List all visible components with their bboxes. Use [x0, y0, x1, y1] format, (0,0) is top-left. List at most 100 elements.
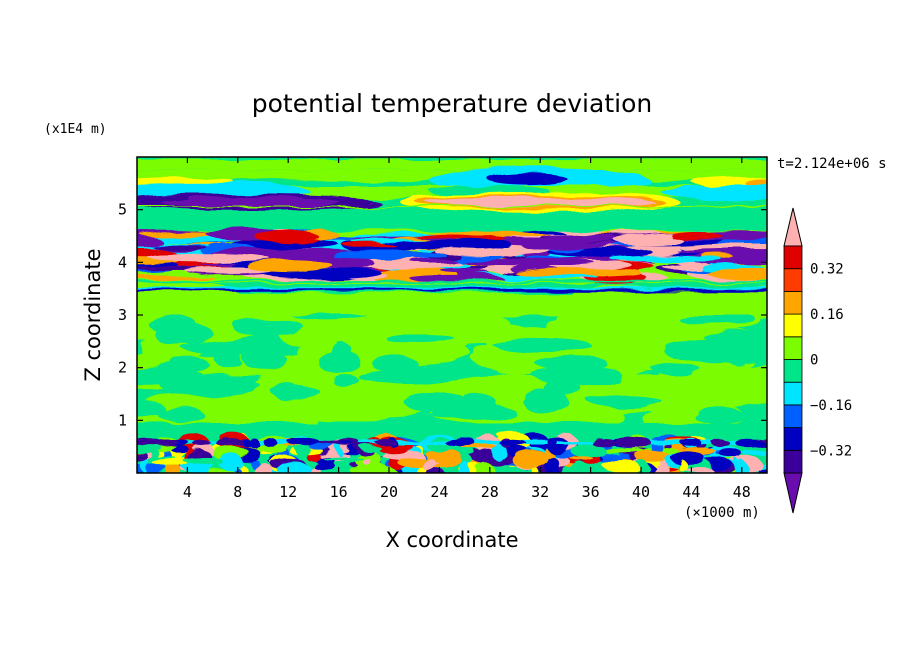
contour-patch: [411, 259, 458, 265]
contour-patch: [375, 440, 397, 445]
x-tick-label: 40: [632, 483, 650, 501]
x-tick-label: 12: [279, 483, 297, 501]
contour-patch: [409, 274, 504, 282]
contour-patch: [736, 460, 748, 473]
contour-patch: [664, 340, 762, 362]
contour-patch: [719, 448, 742, 459]
contour-patch: [312, 461, 336, 470]
contour-patch: [140, 459, 148, 469]
contour-patch: [243, 352, 288, 370]
contour-patch: [360, 445, 382, 451]
contour-patch: [298, 437, 320, 448]
colorbar-bin: [783, 245, 803, 270]
colorbar-bin: [783, 268, 803, 292]
colorbar-tick-label: −0.32: [810, 443, 852, 459]
contour-patch: [545, 457, 561, 473]
contour-patch: [331, 249, 446, 260]
contour-patch: [677, 248, 767, 254]
x-tick-label: 44: [682, 483, 700, 501]
contour-patch: [678, 312, 756, 325]
contour-patch: [492, 443, 507, 462]
contour-patch: [137, 236, 163, 248]
contour-patch: [271, 384, 321, 400]
contour-patch: [634, 450, 671, 462]
contour-patch: [460, 461, 471, 473]
contour-patch: [670, 451, 705, 465]
contour-patch: [386, 333, 455, 345]
contour-patch: [684, 467, 714, 473]
contour-patch: [323, 440, 346, 445]
colorbar-bin: [783, 404, 803, 428]
contour-patch: [171, 377, 227, 392]
contour-band: [137, 280, 767, 283]
contour-patch: [602, 458, 639, 472]
contour-patch: [679, 439, 702, 446]
contour-patch: [521, 239, 595, 250]
contour-patch: [317, 350, 362, 373]
contour-patch: [422, 456, 436, 472]
contour-patch: [339, 440, 354, 445]
contour-patch: [151, 457, 189, 467]
contour-patch: [137, 399, 165, 418]
contour-band: [137, 288, 767, 292]
contour-patch: [541, 233, 615, 240]
contour-patch: [246, 258, 333, 273]
contour-patch: [254, 230, 319, 243]
y-unit-label: (x1E4 m): [44, 122, 107, 137]
x-axis-label: X coordinate: [385, 528, 518, 552]
contour-patch: [248, 437, 259, 448]
contour-patch: [155, 322, 189, 346]
contour-patch: [147, 252, 270, 263]
colorbar-tick-label: 0.16: [810, 307, 844, 323]
contour-patch: [358, 371, 456, 383]
contour-patch: [157, 407, 204, 423]
contour-patch: [154, 362, 183, 385]
contour-patch: [145, 438, 164, 447]
colorbar-bin: [783, 427, 803, 451]
contour-patch: [444, 439, 470, 446]
contour-patch: [461, 393, 498, 417]
contour-patch: [634, 384, 740, 416]
contour-patch: [137, 274, 215, 280]
y-tick-label: 3: [118, 306, 127, 324]
contour-band: [137, 292, 767, 315]
y-tick-label: 5: [118, 201, 127, 219]
contour-band: [137, 287, 767, 289]
contour-patch: [487, 173, 568, 186]
contour-patch: [718, 440, 730, 445]
contour-patch: [609, 255, 722, 262]
contour-patch: [322, 456, 364, 461]
contour-patch: [277, 461, 312, 473]
contour-patch: [331, 373, 359, 387]
x-tick-label: 48: [733, 483, 751, 501]
colorbar: 0.32 0.16 0 −0.16 −0.32: [783, 207, 852, 514]
contour-patch: [182, 341, 238, 355]
contour-patch: [192, 439, 211, 446]
contour-patch: [708, 269, 767, 280]
contour-patch: [615, 438, 644, 447]
contour-patch: [501, 232, 551, 237]
contour-band: [137, 158, 767, 171]
x-tick-label: 28: [481, 483, 499, 501]
contour-patch: [342, 243, 396, 248]
colorbar-bin: [783, 313, 803, 338]
contour-patch: [153, 244, 209, 251]
contour-patch: [591, 437, 607, 448]
y-tick-label: 2: [118, 359, 127, 377]
contour-patch: [614, 234, 683, 246]
contour-patch: [254, 463, 274, 473]
contour-patch: [547, 437, 557, 448]
contour-patch: [661, 184, 767, 201]
colorbar-tick-label: −0.16: [810, 398, 852, 414]
colorbar-bin: [783, 290, 803, 315]
colorbar-bin: [783, 336, 803, 360]
y-axis-label: Z coordinate: [81, 248, 105, 381]
colorbar-tick-label: 0.32: [810, 262, 844, 278]
chart-title: potential temperature deviation: [252, 89, 652, 118]
contour-patch: [440, 268, 484, 273]
x-unit-label: (×1000 m): [684, 505, 760, 521]
contour-patch: [693, 409, 746, 424]
x-tick-label: 24: [430, 483, 448, 501]
contour-patch: [574, 462, 590, 473]
